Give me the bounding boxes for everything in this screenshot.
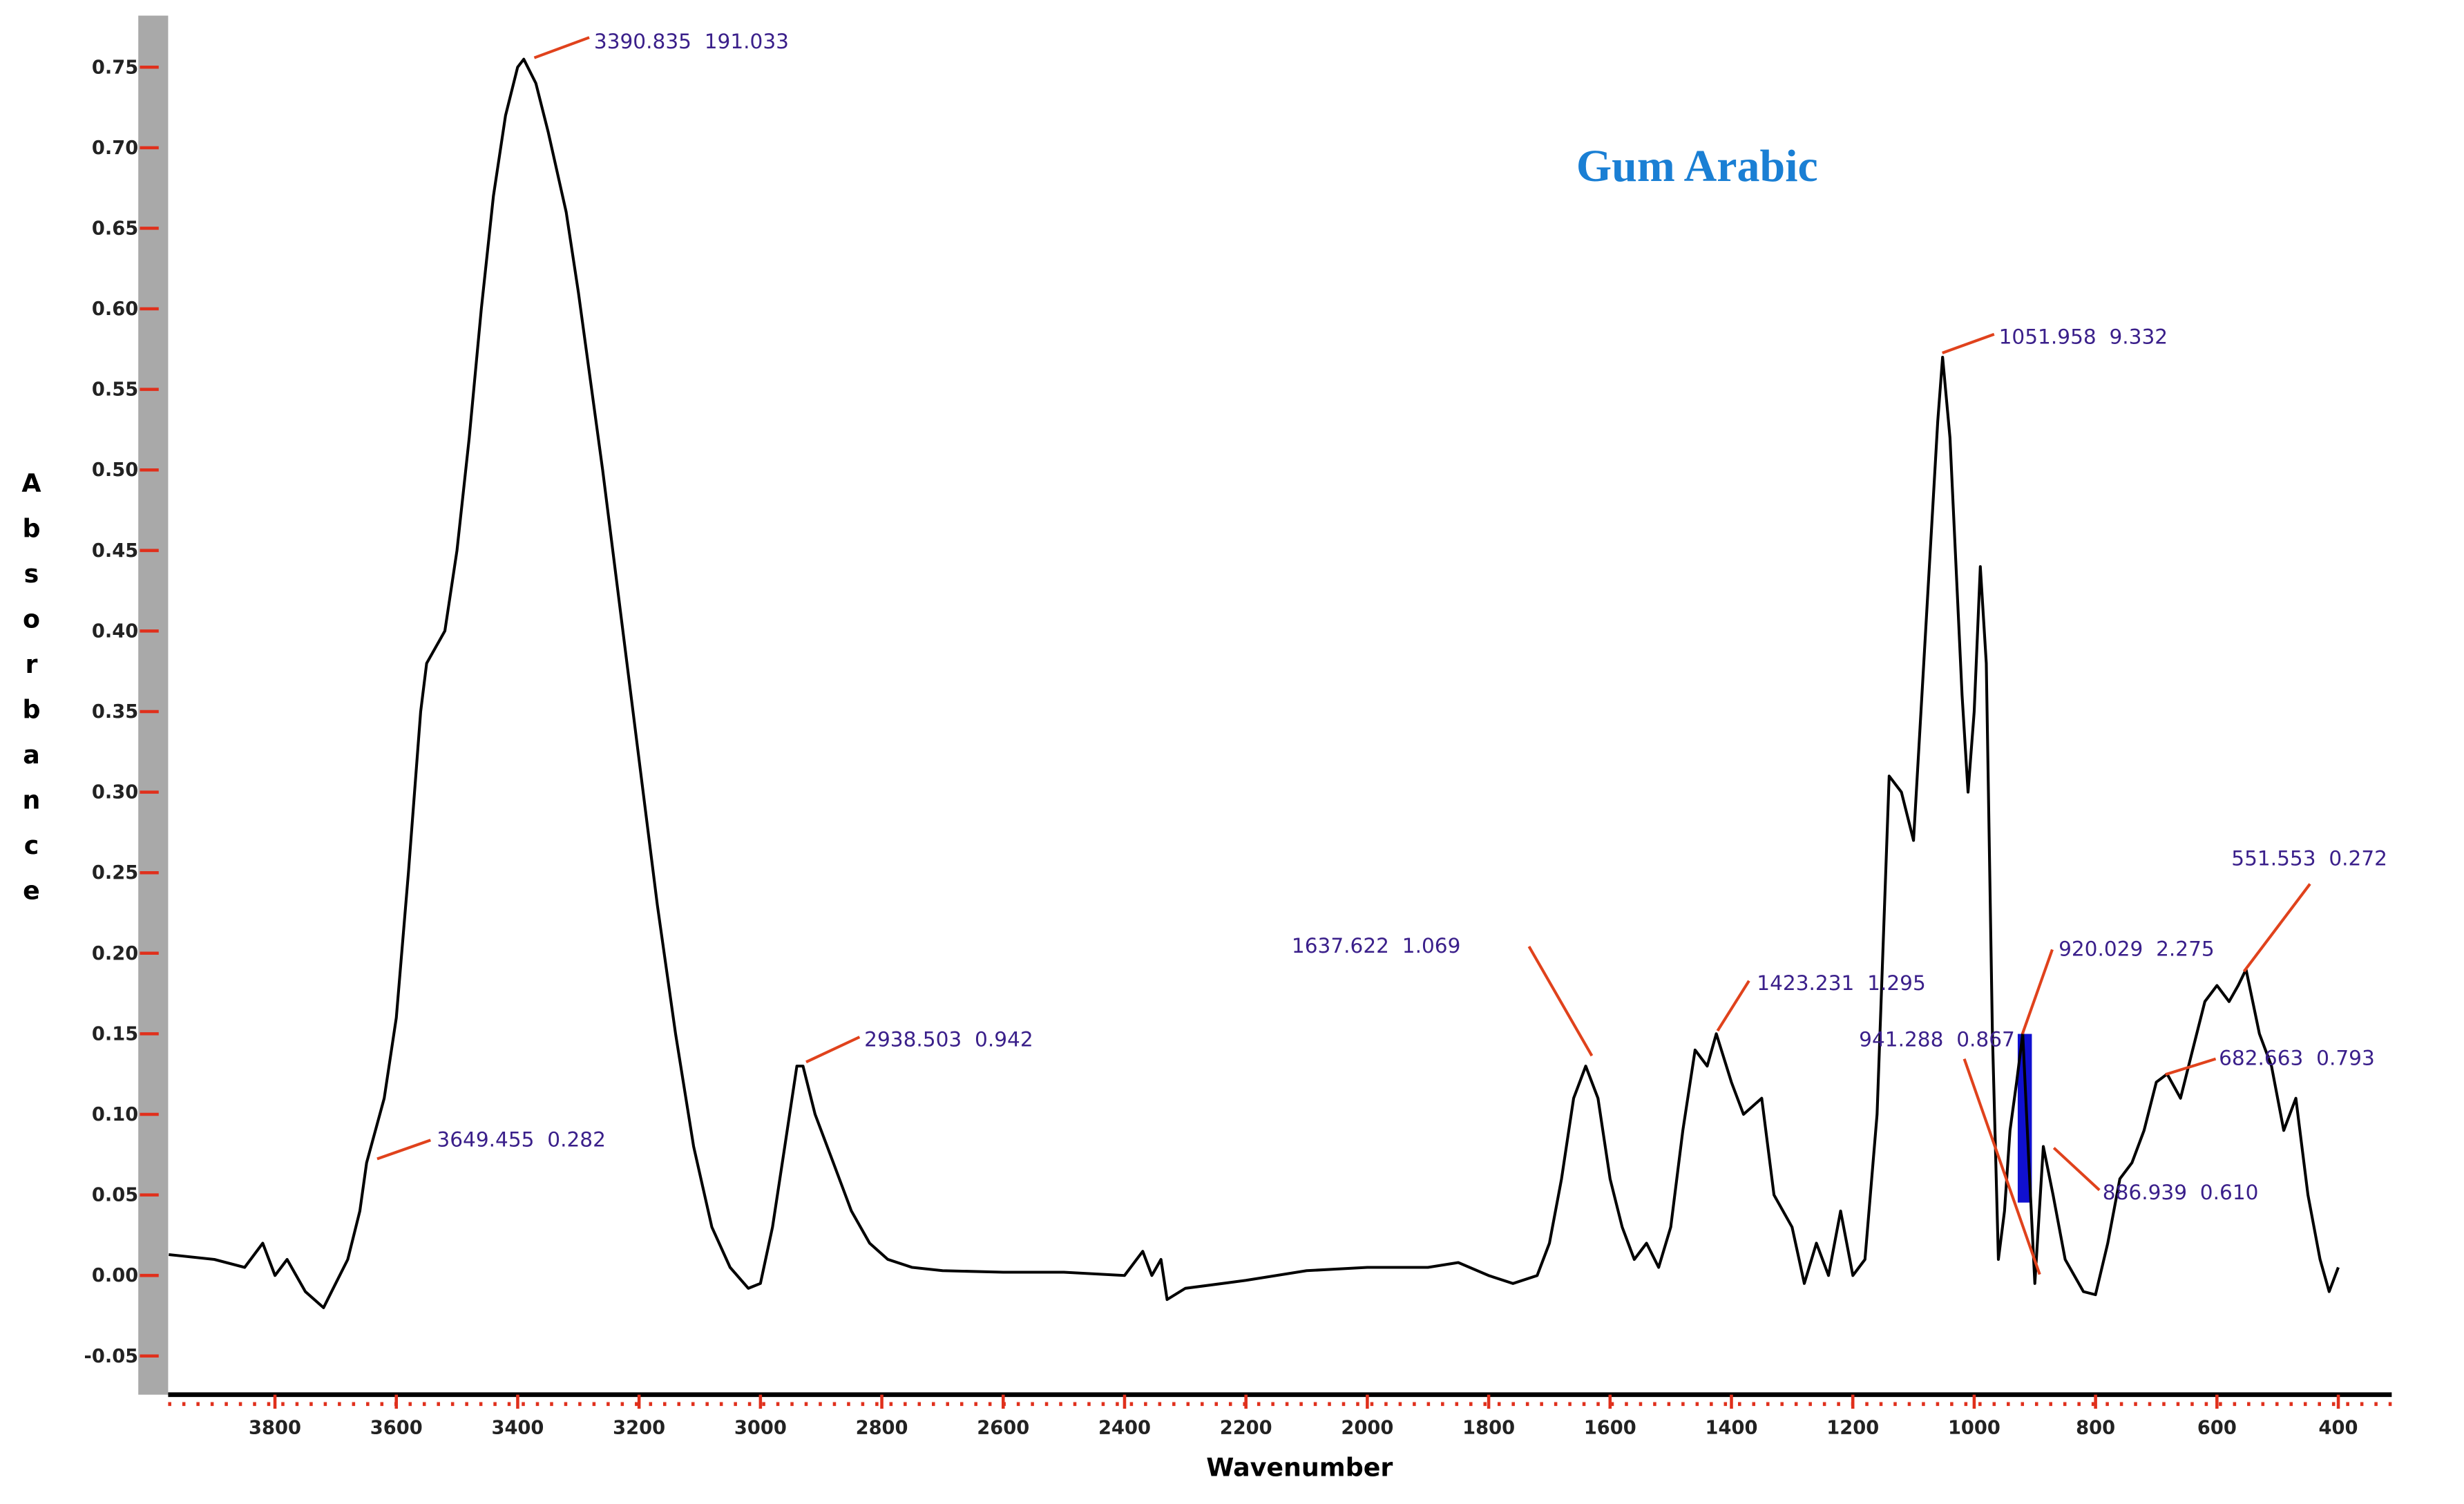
y-axis-label: Absorbance xyxy=(17,468,46,921)
x-tick-label: 2600 xyxy=(977,1417,1029,1438)
y-tick-label: -0.05 xyxy=(84,1346,139,1367)
x-tick-label: 3400 xyxy=(491,1417,544,1438)
peak-annotation: 886.939 0.610 xyxy=(2103,1181,2259,1204)
annotation-leader xyxy=(1942,332,1995,354)
x-tick-label: 2400 xyxy=(1098,1417,1151,1438)
y-tick-label: 0.65 xyxy=(92,218,138,240)
x-tick-label: 2800 xyxy=(856,1417,908,1438)
annotation-leader xyxy=(805,1036,861,1064)
annotation-leader xyxy=(1962,1058,2041,1275)
x-tick-label: 1600 xyxy=(1584,1417,1636,1438)
y-tick-label: 0.25 xyxy=(92,862,138,884)
annotation-leader xyxy=(2165,1057,2217,1076)
y-tick-label: 0.40 xyxy=(92,621,138,642)
x-tick-label: 800 xyxy=(2076,1417,2115,1438)
x-tick-label: 1800 xyxy=(1462,1417,1515,1438)
y-axis-bar xyxy=(138,15,169,1395)
peak-annotation: 551.553 0.272 xyxy=(2231,846,2387,870)
peak-annotation: 941.288 0.867 xyxy=(1859,1028,2015,1051)
y-tick-label: 0.00 xyxy=(92,1265,138,1286)
y-tick-label: 0.15 xyxy=(92,1024,138,1045)
y-tick-label: 0.55 xyxy=(92,379,138,401)
y-tick-label: 0.75 xyxy=(92,57,138,78)
peak-annotation: 3649.455 0.282 xyxy=(437,1127,605,1151)
y-tick-label: 0.30 xyxy=(92,782,138,803)
x-tick-label: 3600 xyxy=(370,1417,423,1438)
y-tick-label: 0.35 xyxy=(92,701,138,723)
x-tick-label: 1200 xyxy=(1826,1417,1879,1438)
x-tick-label: 400 xyxy=(2319,1417,2358,1438)
y-tick-label: 0.10 xyxy=(92,1104,138,1125)
x-tick-label: 2200 xyxy=(1220,1417,1272,1438)
peak-annotation: 1051.958 9.332 xyxy=(1999,325,2168,348)
peak-annotation: 1637.622 1.069 xyxy=(1292,934,1460,958)
y-tick-label: 0.20 xyxy=(92,943,138,964)
x-axis-label: Wavenumber xyxy=(1206,1452,1393,1482)
x-tick-label: 3200 xyxy=(613,1417,665,1438)
peak-annotation: 682.663 0.793 xyxy=(2219,1047,2375,1070)
peak-annotation: 3390.835 191.033 xyxy=(594,30,789,53)
x-tick-label: 1000 xyxy=(1948,1417,2000,1438)
peak-annotation: 1423.231 1.295 xyxy=(1757,971,1925,995)
y-tick-label: 0.50 xyxy=(92,459,138,481)
annotation-leader xyxy=(1527,945,1594,1057)
annotation-leader xyxy=(533,36,590,59)
x-tick-label: 3800 xyxy=(249,1417,301,1438)
spectrum-line xyxy=(169,57,2340,1309)
x-tick-label: 3000 xyxy=(734,1417,787,1438)
x-tick-label: 1400 xyxy=(1706,1417,1758,1438)
y-tick-label: 0.60 xyxy=(92,298,138,320)
annotation-leader xyxy=(2052,1147,2101,1192)
x-tick-label: 600 xyxy=(2197,1417,2237,1438)
y-tick-label: 0.70 xyxy=(92,137,138,159)
peak-annotation: 2938.503 0.942 xyxy=(864,1028,1033,1051)
y-tick-label: 0.05 xyxy=(92,1185,138,1206)
annotation-leader xyxy=(1716,980,1750,1032)
annotation-leader xyxy=(2021,949,2054,1035)
chart-title: Gum Arabic xyxy=(1576,141,1818,191)
annotation-leader xyxy=(2242,883,2311,973)
peak-annotation: 920.029 2.275 xyxy=(2059,937,2215,961)
x-tick-label: 2000 xyxy=(1341,1417,1393,1438)
y-tick-label: 0.45 xyxy=(92,540,138,562)
annotation-leader xyxy=(376,1139,431,1161)
